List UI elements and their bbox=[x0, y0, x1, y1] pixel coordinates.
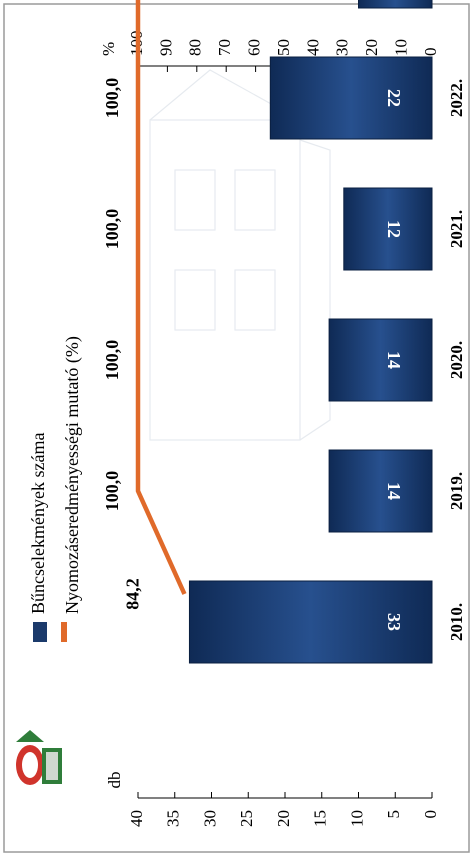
legend-label-line: Nyomozáseredményességi mutató (%) bbox=[62, 336, 83, 614]
bar bbox=[358, 0, 433, 9]
background-illustration bbox=[149, 69, 331, 441]
right-axis-tick-label: 70 bbox=[215, 39, 234, 56]
left-axis-tick-label: 35 bbox=[164, 810, 183, 827]
category-label: 2021. bbox=[447, 210, 466, 248]
line-value-label: 100,0 bbox=[102, 340, 122, 381]
bar bbox=[269, 56, 433, 140]
left-axis-tick-label: 30 bbox=[200, 810, 219, 827]
line-value-label: 100,0 bbox=[102, 471, 122, 512]
bar bbox=[343, 187, 433, 271]
left-axis-tick-label: 20 bbox=[274, 810, 293, 827]
line-series-path bbox=[135, 0, 187, 595]
right-axis-tick-label: 20 bbox=[362, 39, 381, 56]
bar bbox=[328, 318, 433, 402]
left-axis-tick-label: 15 bbox=[311, 810, 330, 827]
bar-value-label: 33 bbox=[384, 613, 404, 631]
right-axis-tick-label: 90 bbox=[156, 39, 175, 56]
right-axis-tick-label: 40 bbox=[303, 39, 322, 56]
bar-value-label: 12 bbox=[384, 220, 404, 238]
category-label: 2010. bbox=[447, 603, 466, 641]
category-label: 2022. bbox=[447, 79, 466, 117]
line-value-label: 100,0 bbox=[102, 209, 122, 250]
legend-label-bars: Bűncselekmények száma bbox=[28, 433, 48, 614]
legend-swatch-bars bbox=[33, 622, 47, 642]
right-axis-unit-label: % bbox=[99, 42, 118, 56]
line-value-label: 100,0 bbox=[102, 78, 122, 119]
left-axis-tick-label: 25 bbox=[237, 810, 256, 827]
left-axis-tick-label: 5 bbox=[384, 810, 403, 819]
right-axis-tick-label: 80 bbox=[186, 39, 205, 56]
category-label: 2020. bbox=[447, 341, 466, 379]
bar-value-label: 14 bbox=[384, 482, 404, 500]
bar bbox=[188, 580, 433, 664]
chart-frame bbox=[3, 3, 470, 853]
category-label: 2019. bbox=[447, 472, 466, 510]
left-axis-tick-label: 40 bbox=[127, 810, 146, 827]
left-axis-unit-label: db bbox=[105, 772, 124, 789]
left-axis-tick-label: 0 bbox=[421, 810, 440, 819]
bar-value-label: 14 bbox=[384, 351, 404, 369]
bar bbox=[328, 449, 433, 533]
right-axis-tick-label: 10 bbox=[392, 39, 411, 56]
legend-swatch-line bbox=[61, 622, 67, 642]
police-crest-logo bbox=[16, 730, 62, 785]
bar-value-label: 22 bbox=[384, 89, 404, 107]
left-axis-tick-label: 10 bbox=[347, 810, 366, 827]
right-axis-tick-label: 0 bbox=[421, 48, 440, 57]
right-axis-tick-label: 30 bbox=[333, 39, 352, 56]
right-axis-tick-label: 50 bbox=[274, 39, 293, 56]
right-axis-tick-label: 60 bbox=[245, 39, 264, 56]
line-value-label: 84,2 bbox=[123, 578, 143, 610]
